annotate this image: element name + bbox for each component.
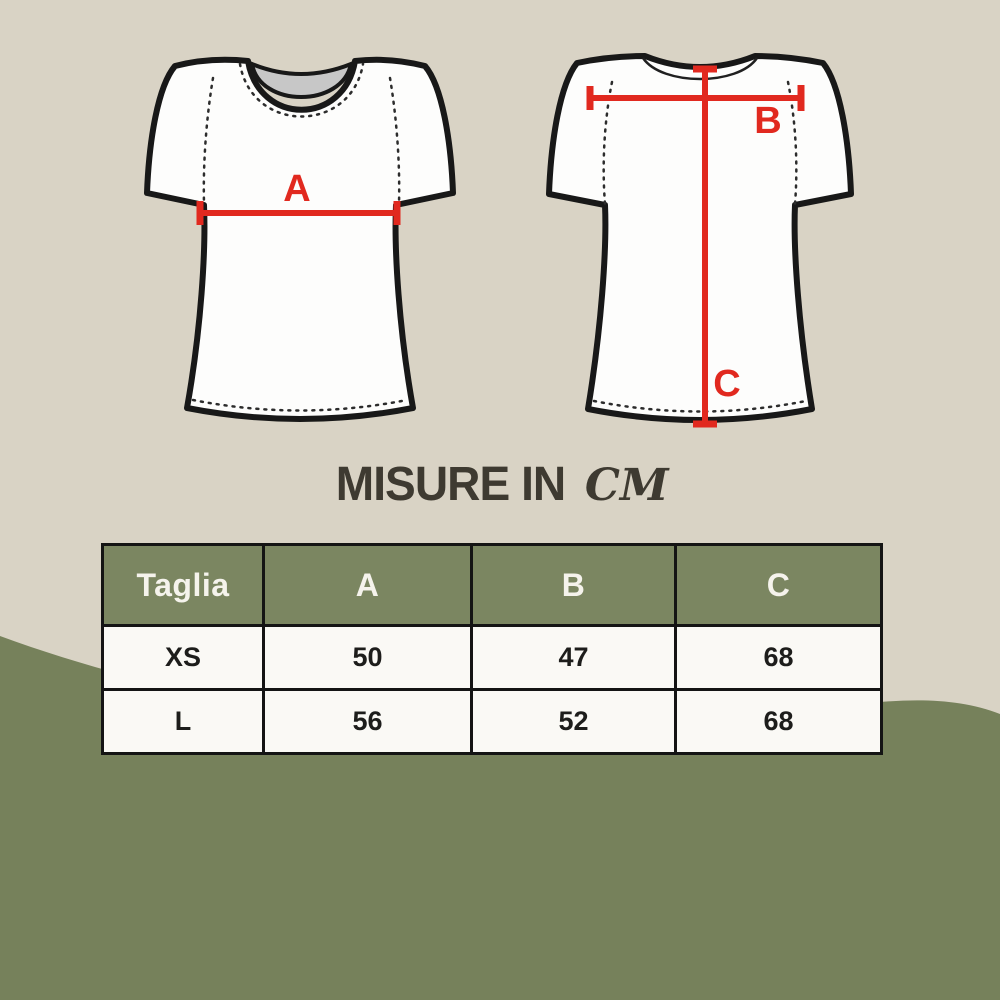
cell-c: 68: [674, 688, 883, 755]
title-unit: CM: [584, 460, 669, 511]
front-shirt-body: [144, 56, 456, 422]
measure-a: A: [196, 168, 401, 225]
page-title: MISURE IN CM: [0, 460, 1000, 521]
front-collar-inner: [249, 60, 354, 99]
measure-b-label: B: [754, 100, 781, 142]
table-header-row: Taglia A B C: [101, 543, 883, 627]
back-collar-line: [641, 57, 759, 81]
back-hem-stitch: [592, 399, 808, 413]
cell-size: XS: [101, 624, 265, 691]
measure-b: B: [586, 85, 805, 142]
back-shirt-body: [546, 53, 854, 423]
front-right-sleeve-seam: [388, 76, 401, 205]
header-size: Taglia: [101, 543, 265, 627]
measure-c-label: C: [713, 363, 740, 405]
front-left-sleeve-seam: [202, 76, 215, 205]
front-collar-stitch: [238, 62, 365, 118]
size-table: Taglia A B C XS 50 47 68 L 56 52 68: [101, 543, 883, 755]
cell-b: 47: [470, 624, 677, 691]
measure-c: C: [693, 65, 741, 428]
table-row: XS 50 47 68: [101, 624, 883, 691]
cell-size: L: [101, 688, 265, 755]
table-row: L 56 52 68: [101, 688, 883, 755]
cell-c: 68: [674, 624, 883, 691]
header-a: A: [262, 543, 473, 627]
header-b: B: [470, 543, 677, 627]
tshirt-diagram: A B C: [144, 53, 854, 428]
front-hem-stitch: [191, 398, 409, 412]
measure-a-label: A: [283, 168, 310, 210]
cell-a: 56: [262, 688, 473, 755]
cell-b: 52: [470, 688, 677, 755]
header-c: C: [674, 543, 883, 627]
cell-a: 50: [262, 624, 473, 691]
title-text: MISURE IN: [336, 458, 566, 511]
back-shirt-illustration: [546, 53, 854, 423]
front-shirt-illustration: [144, 56, 456, 422]
